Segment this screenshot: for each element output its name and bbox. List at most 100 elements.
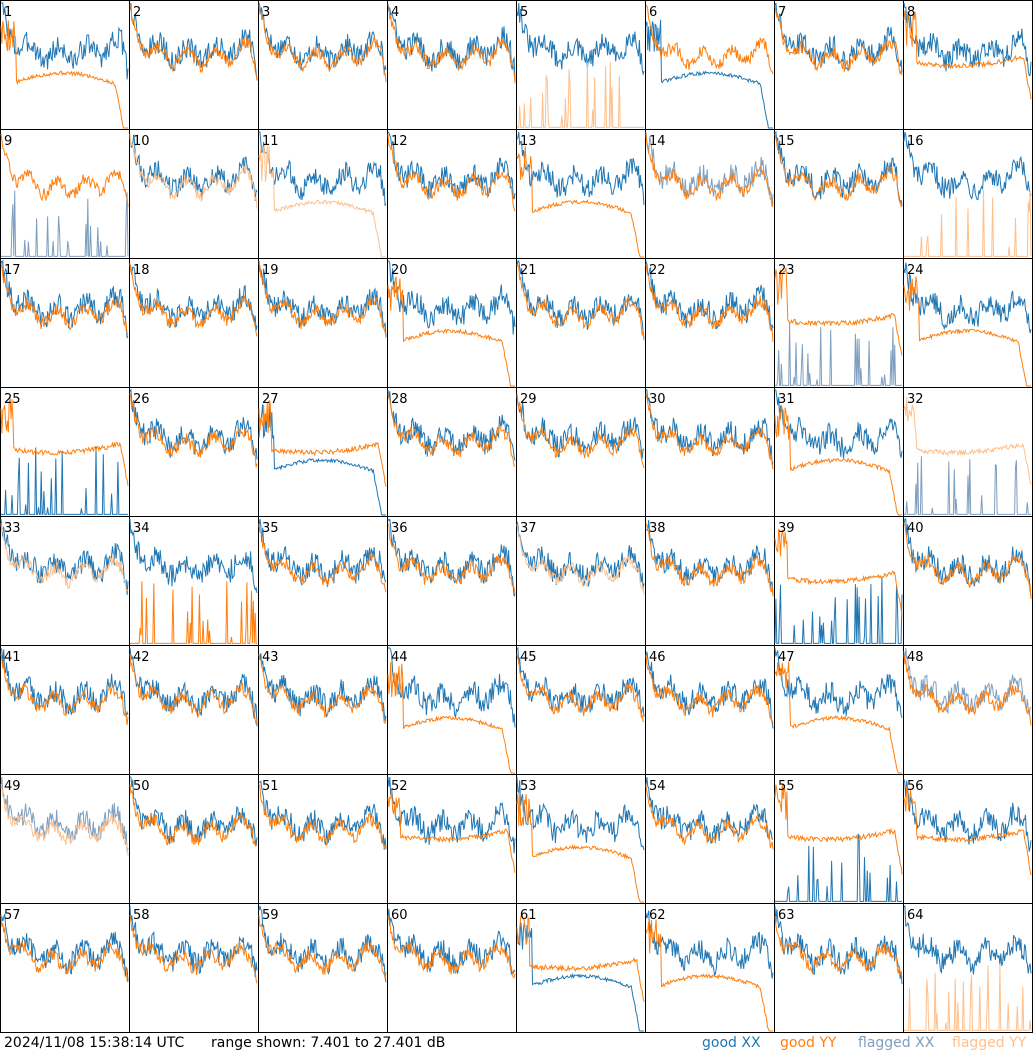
tile-label: 2 [133,5,141,20]
tile-1: 1 [0,0,130,130]
series-yy [645,919,773,1032]
tile-label: 54 [649,779,666,794]
tile-57: 57 [0,903,130,1033]
series-yy [903,276,1031,387]
tile-label: 19 [262,263,279,278]
tile-label: 52 [391,779,408,794]
tile-frame [903,0,1033,130]
tile-label: 7 [778,5,786,20]
tile-frame [387,516,517,646]
series-xx [645,260,774,331]
tile-label: 60 [391,908,408,923]
series-yy [129,393,258,468]
series-xx [129,519,258,593]
tile-41: 41 [0,645,130,775]
tile-label: 27 [262,392,279,407]
series-yy [258,784,387,849]
tile-18: 18 [129,258,259,388]
tile-28: 28 [387,387,517,517]
series-xx [774,130,903,207]
series-yy [645,393,774,470]
series-yy [774,4,903,76]
tile-13: 13 [516,129,646,259]
series-xx [258,403,386,516]
tile-frame [129,645,259,775]
tile-label: 63 [778,908,795,923]
tile-10: 10 [129,129,259,259]
tile-label: 13 [520,134,537,149]
tile-9: 9 [0,129,130,259]
legend-good-yy: good YY [780,1035,837,1051]
series-xx [903,779,1032,852]
series-yy [258,523,387,593]
tile-46: 46 [645,645,775,775]
series-yy [258,4,387,82]
series-xx [775,833,902,902]
tile-12: 12 [387,129,517,259]
tile-frame [903,903,1033,1033]
tile-42: 42 [129,645,259,775]
series-yy [774,134,903,208]
tile-20: 20 [387,258,517,388]
tile-45: 45 [516,645,646,775]
tile-label: 16 [907,134,924,149]
tile-label: 48 [907,650,924,665]
series-xx [516,521,645,590]
series-yy [387,276,515,387]
tile-label: 55 [778,779,795,794]
tile-label: 18 [133,263,150,278]
series-yy [387,393,516,467]
tile-33: 33 [0,516,130,646]
tile-48: 48 [903,645,1033,775]
series-yy [0,653,129,726]
series-yy [258,263,387,338]
series-xx [387,389,516,461]
tile-frame [645,0,775,130]
tile-label: 44 [391,650,408,665]
tile-44: 44 [387,645,517,775]
timestamp: 2024/11/08 15:38:14 UTC [4,1035,185,1051]
tile-label: 10 [133,134,150,149]
tile-frame [387,645,517,775]
tile-frame [903,774,1033,904]
tile-label: 14 [649,134,666,149]
tile-frame [387,129,517,259]
tile-frame [774,0,904,130]
series-yy [0,20,128,129]
tile-7: 7 [774,0,904,130]
series-xx [129,647,258,727]
series-yy [0,523,129,592]
series-yy [904,963,1032,1031]
series-xx [259,131,387,206]
tile-label: 58 [133,908,150,923]
tile-label: 46 [649,650,666,665]
series-yy [903,785,1032,876]
series-yy [129,133,258,209]
tile-frame [258,258,388,388]
tile-frame [645,645,775,775]
tile-49: 49 [0,774,130,904]
series-yy [645,4,774,74]
tile-frame [645,903,775,1033]
tile-frame [774,129,904,259]
tile-label: 36 [391,521,408,536]
tile-label: 50 [133,779,150,794]
series-yy [516,523,645,596]
tile-47: 47 [774,645,904,775]
series-xx [388,260,516,335]
series-yy [0,263,129,336]
series-xx [774,647,903,718]
series-yy [387,134,516,212]
tile-5: 5 [516,0,646,130]
tile-frame [0,645,130,775]
series-xx [645,520,774,596]
tile-27: 27 [258,387,388,517]
series-yy [130,581,257,644]
range-text: range shown: 7.401 to 27.401 dB [211,1035,446,1051]
tile-frame [258,903,388,1033]
tile-frame [258,129,388,259]
tile-24: 24 [903,258,1033,388]
series-yy [258,915,387,979]
series-yy [774,528,903,618]
